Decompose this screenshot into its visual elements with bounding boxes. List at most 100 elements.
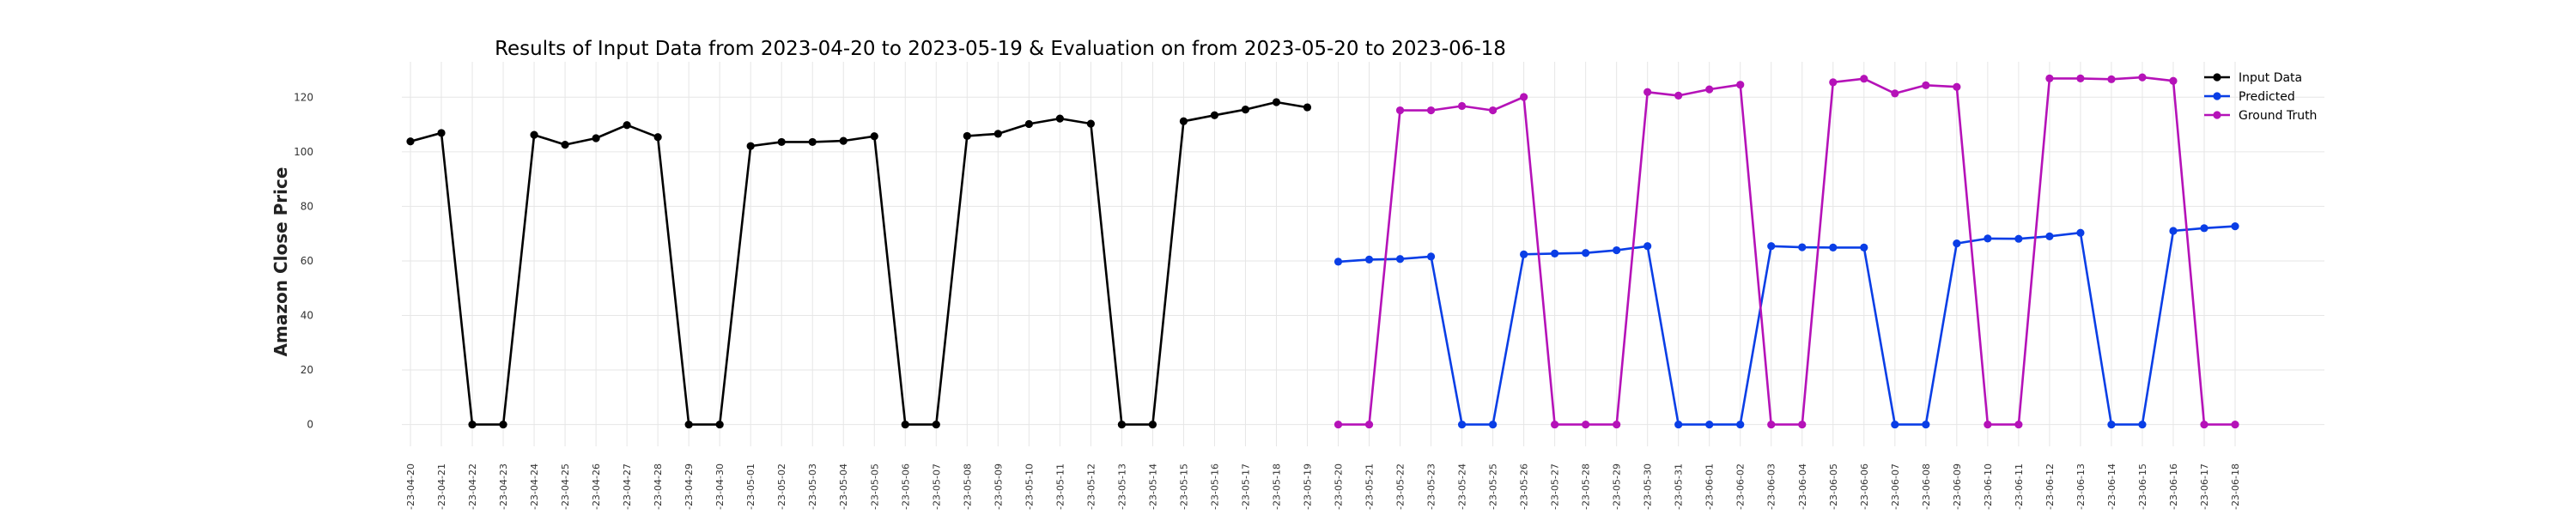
y-tick-label: 100 [294,146,313,158]
data-point-ground-truth [2107,75,2116,83]
legend-swatch-marker [2213,73,2221,82]
data-point-input-data [561,140,569,149]
x-tick-label: -23-05-18 [1271,464,1282,510]
x-tick-label: -23-06-01 [1704,464,1716,510]
y-tick-label: 0 [307,419,313,431]
legend-label: Ground Truth [2239,109,2317,123]
x-tick-label: -23-05-12 [1085,464,1097,510]
x-tick-label: -23-06-03 [1766,464,1777,510]
data-point-predicted [1643,242,1652,251]
data-point-ground-truth [1488,106,1498,115]
data-point-ground-truth [2231,420,2239,429]
data-point-predicted [2138,420,2147,429]
y-tick-label: 20 [301,364,313,376]
data-point-ground-truth [1395,106,1405,115]
y-tick-label: 60 [301,255,313,267]
data-point-predicted [1674,420,1683,429]
series-line-ground-truth [1338,76,2235,426]
data-point-input-data [684,420,693,429]
x-tick-label: -23-04-23 [498,464,509,510]
data-point-input-data [1241,106,1250,114]
y-tick-label: 120 [294,91,313,103]
data-point-predicted [1860,243,1868,251]
x-tick-label: -23-06-06 [1859,464,1870,510]
data-point-input-data [715,420,724,429]
data-point-ground-truth [1767,420,1776,429]
gridlines [402,62,2324,446]
series-ground-truth [1334,73,2239,429]
y-tick-label: 40 [301,309,313,321]
x-tick-label: -23-06-09 [1952,464,1963,510]
x-tick-label: -23-05-19 [1302,464,1313,510]
data-point-ground-truth [1922,81,1930,89]
data-point-ground-truth [1798,420,1807,429]
legend-item-input-data: Input Data [2204,71,2302,85]
data-point-predicted [1984,234,1992,243]
x-tick-label: -23-06-18 [2230,464,2241,510]
data-point-predicted [2200,224,2208,233]
x-tick-label: -23-06-15 [2137,464,2148,510]
data-point-ground-truth [1364,420,1374,429]
data-point-ground-truth [1829,78,1838,87]
x-tick-label: -23-05-10 [1024,464,1035,510]
data-point-input-data [993,130,1002,138]
x-tick-label: -23-04-24 [529,464,540,510]
x-tick-label: -23-06-10 [1983,464,1994,510]
data-point-ground-truth [2200,420,2208,429]
x-tick-label: -23-06-07 [1890,464,1901,510]
data-point-predicted [1457,420,1467,429]
x-tick-label: -23-05-23 [1426,464,1437,510]
x-tick-label: -23-06-08 [1921,464,1932,510]
x-tick-label: -23-05-29 [1612,464,1623,510]
data-point-ground-truth [1334,420,1343,429]
x-tick-label: -23-05-02 [776,464,787,510]
data-point-predicted [1520,250,1528,258]
legend-label: Input Data [2239,71,2302,85]
data-point-input-data [406,137,415,146]
x-tick-label: -23-04-25 [560,464,571,510]
x-tick-label: -23-05-05 [869,464,880,510]
x-tick-label: -23-05-09 [993,464,1004,510]
x-tick-label: -23-05-20 [1334,464,1345,510]
x-tick-label: -23-05-16 [1209,464,1220,510]
series-group [406,73,2239,429]
data-point-predicted [1798,243,1807,251]
data-point-input-data [468,420,477,429]
data-point-input-data [808,137,817,147]
x-tick-label: -23-06-17 [2199,464,2210,510]
x-tick-label: -23-05-07 [931,464,942,510]
data-point-predicted [1705,420,1714,429]
data-point-ground-truth [1551,420,1559,429]
x-tick-label: -23-06-02 [1735,464,1747,510]
data-point-ground-truth [1643,88,1652,96]
data-point-input-data [1024,119,1033,129]
x-tick-label: -23-05-24 [1457,464,1468,510]
x-tick-label: -23-05-21 [1364,464,1376,510]
series-predicted [1334,221,2239,429]
data-point-predicted [1613,245,1621,255]
x-tick-label: -23-05-26 [1519,464,1530,510]
series-line-predicted [1338,225,2236,426]
data-point-ground-truth [1984,420,1992,429]
x-tick-label: -23-04-28 [653,464,664,510]
x-tick-label: -23-06-04 [1797,464,1808,510]
data-point-input-data [1272,98,1281,106]
data-point-input-data [499,420,507,429]
x-tick-label: -23-04-29 [683,464,695,510]
data-point-predicted [1953,239,1961,248]
data-point-input-data [777,137,786,147]
data-point-predicted [1334,258,1343,266]
data-point-ground-truth [2045,74,2054,82]
data-point-predicted [1395,255,1405,264]
x-tick-label: -23-04-26 [591,464,602,510]
x-axis-ticks: -23-04-20 -23-04-21 -23-04-22 -23-04-23 -23-… [405,464,2241,510]
y-axis-label: Amazon Close Price [270,167,291,357]
data-point-ground-truth [1582,420,1590,429]
x-tick-label: -23-05-22 [1395,464,1406,510]
x-tick-label: -23-05-13 [1116,464,1127,510]
x-tick-label: -23-04-30 [714,464,726,510]
x-tick-label: -23-05-01 [745,464,756,510]
x-tick-label: -23-05-28 [1581,464,1592,510]
data-point-ground-truth [1891,89,1899,98]
data-point-predicted [1364,255,1374,264]
